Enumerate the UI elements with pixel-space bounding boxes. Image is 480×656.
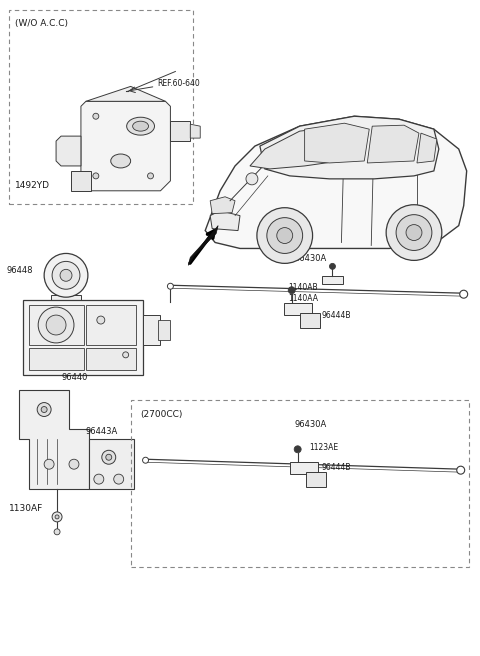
Polygon shape bbox=[250, 126, 339, 169]
Circle shape bbox=[54, 529, 60, 535]
Polygon shape bbox=[170, 121, 190, 141]
Ellipse shape bbox=[111, 154, 131, 168]
Circle shape bbox=[277, 228, 293, 243]
Circle shape bbox=[106, 454, 112, 461]
Polygon shape bbox=[56, 136, 81, 166]
Polygon shape bbox=[71, 171, 91, 191]
Polygon shape bbox=[205, 116, 467, 249]
Bar bbox=[23, 300, 143, 375]
Circle shape bbox=[37, 403, 51, 417]
Polygon shape bbox=[86, 87, 166, 101]
Circle shape bbox=[69, 459, 79, 469]
Bar bbox=[86, 348, 136, 370]
Text: 96444B: 96444B bbox=[322, 310, 351, 319]
Circle shape bbox=[102, 450, 116, 464]
Text: 96430A: 96430A bbox=[295, 254, 327, 263]
Circle shape bbox=[55, 515, 59, 519]
Circle shape bbox=[52, 261, 80, 289]
Bar bbox=[29, 305, 84, 345]
Circle shape bbox=[44, 253, 88, 297]
Circle shape bbox=[396, 215, 432, 251]
Polygon shape bbox=[367, 125, 419, 163]
Polygon shape bbox=[190, 124, 200, 138]
Circle shape bbox=[288, 287, 295, 294]
Text: 96448: 96448 bbox=[6, 266, 33, 275]
Text: 96430A: 96430A bbox=[295, 420, 327, 429]
Bar bbox=[9, 10, 193, 204]
Circle shape bbox=[257, 208, 312, 263]
Polygon shape bbox=[210, 197, 235, 214]
Polygon shape bbox=[260, 116, 439, 179]
Circle shape bbox=[93, 113, 99, 119]
Circle shape bbox=[386, 205, 442, 260]
Bar bbox=[131, 400, 468, 567]
Circle shape bbox=[60, 270, 72, 281]
Polygon shape bbox=[417, 133, 437, 163]
Polygon shape bbox=[210, 211, 240, 230]
Bar bbox=[86, 305, 136, 345]
Text: 1140AA: 1140AA bbox=[288, 294, 318, 302]
Bar bbox=[51, 295, 81, 303]
Circle shape bbox=[329, 263, 336, 270]
Circle shape bbox=[44, 459, 54, 469]
Bar bbox=[143, 315, 160, 345]
Bar bbox=[322, 276, 343, 284]
Circle shape bbox=[41, 407, 47, 413]
Polygon shape bbox=[19, 390, 89, 489]
Circle shape bbox=[46, 315, 66, 335]
Polygon shape bbox=[188, 226, 218, 266]
Circle shape bbox=[406, 224, 422, 241]
Text: (2700CC): (2700CC) bbox=[141, 410, 183, 419]
Circle shape bbox=[143, 457, 148, 463]
Bar bbox=[300, 313, 320, 328]
Text: 1130AF: 1130AF bbox=[9, 504, 44, 514]
Bar bbox=[284, 303, 312, 315]
Bar bbox=[158, 320, 170, 340]
Text: (W/O A.C.C): (W/O A.C.C) bbox=[15, 19, 68, 28]
Bar bbox=[29, 348, 84, 370]
Circle shape bbox=[294, 446, 301, 453]
Bar bbox=[290, 462, 318, 474]
Polygon shape bbox=[81, 101, 170, 191]
Text: 96444B: 96444B bbox=[322, 462, 351, 472]
Circle shape bbox=[147, 173, 154, 179]
Circle shape bbox=[114, 474, 124, 484]
Ellipse shape bbox=[132, 121, 148, 131]
Ellipse shape bbox=[127, 117, 155, 135]
Bar bbox=[306, 472, 325, 487]
Circle shape bbox=[457, 466, 465, 474]
Circle shape bbox=[267, 218, 302, 253]
Circle shape bbox=[123, 352, 129, 358]
Text: 1492YD: 1492YD bbox=[15, 181, 50, 190]
Polygon shape bbox=[305, 123, 369, 163]
Circle shape bbox=[168, 283, 173, 289]
Text: 96443A: 96443A bbox=[86, 427, 118, 436]
Circle shape bbox=[460, 290, 468, 298]
Circle shape bbox=[93, 173, 99, 179]
Circle shape bbox=[52, 512, 62, 522]
Circle shape bbox=[246, 173, 258, 185]
Circle shape bbox=[97, 316, 105, 324]
Text: REF.60-640: REF.60-640 bbox=[157, 79, 200, 88]
Text: 1140AB: 1140AB bbox=[288, 283, 317, 292]
Text: 1123AE: 1123AE bbox=[310, 443, 339, 452]
Circle shape bbox=[94, 474, 104, 484]
Text: 96440: 96440 bbox=[61, 373, 87, 382]
Polygon shape bbox=[89, 440, 133, 489]
Circle shape bbox=[38, 307, 74, 343]
